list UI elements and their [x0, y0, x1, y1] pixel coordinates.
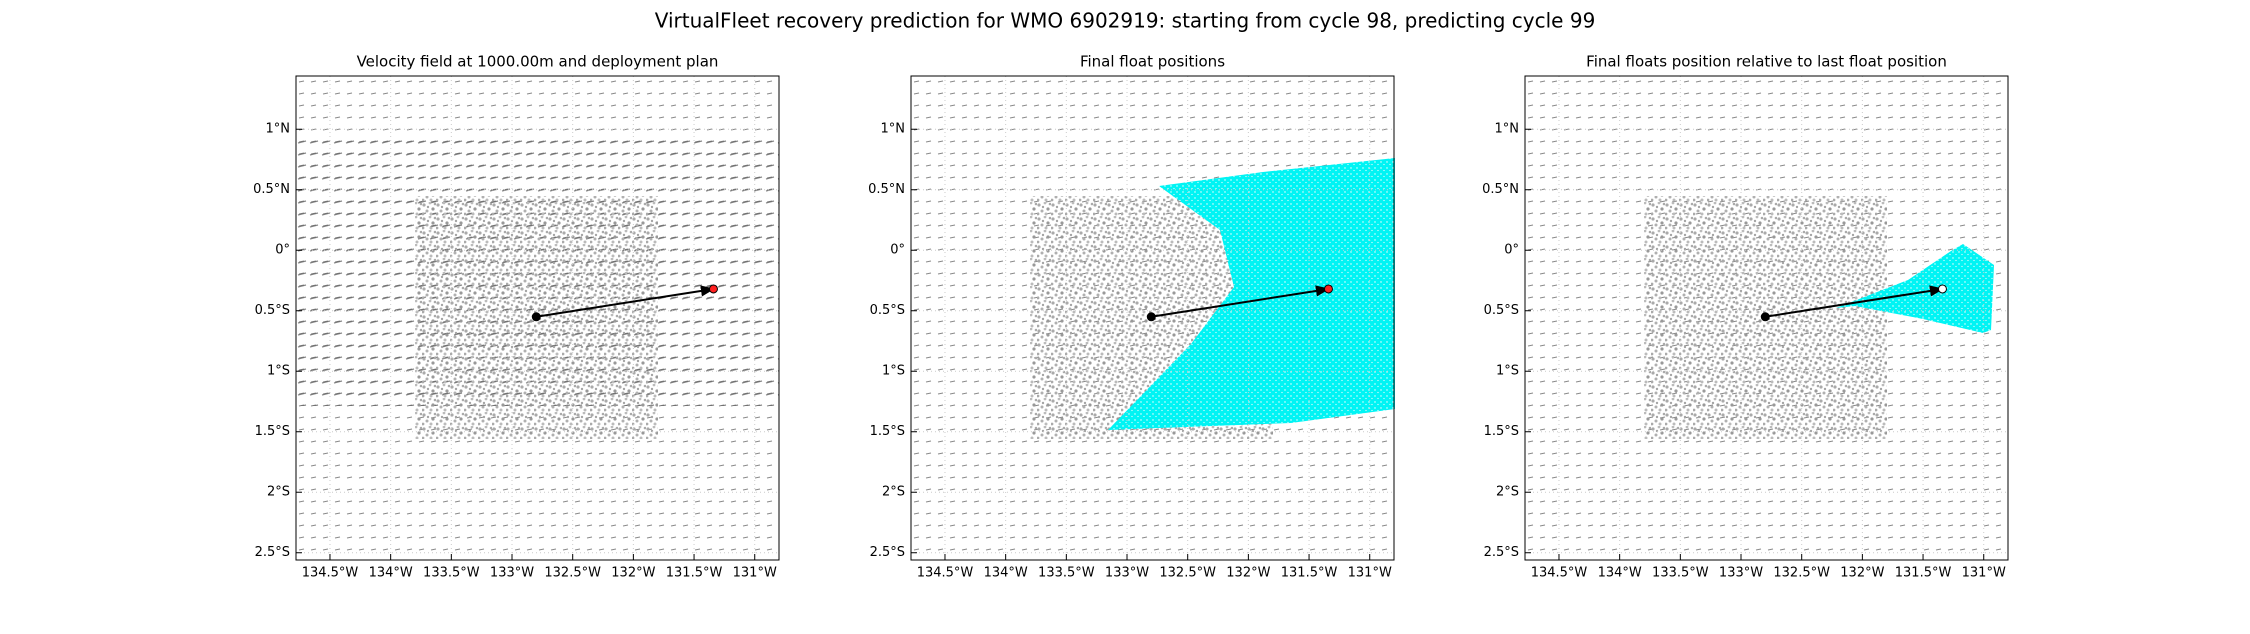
x-tick-label: 131°W — [733, 566, 777, 581]
axes-frame — [295, 75, 780, 561]
panel: Final float positions 134.5°W 134°W 133.5°W… — [868, 53, 1395, 581]
y-tick-label: 0° — [1504, 243, 1519, 258]
y-tick-label: 0° — [275, 243, 290, 258]
y-tick-label: 2°S — [882, 485, 905, 500]
float-position — [1937, 284, 1947, 294]
x-tick-label: 132.5°W — [1773, 566, 1830, 581]
y-tick-label: 0° — [890, 243, 905, 258]
x-tick-label: 131.5°W — [666, 566, 723, 581]
y-tick-label: 0.5°S — [870, 303, 905, 318]
y-tick-label: 0.5°N — [253, 182, 290, 197]
x-tick-label: 134°W — [1598, 566, 1642, 581]
y-tick-label: 1°S — [1496, 364, 1519, 379]
y-tick-label: 1°N — [881, 122, 906, 137]
panel-title: Velocity field at 1000.00m and deploymen… — [357, 53, 719, 71]
y-tick-label: 1°N — [266, 122, 291, 137]
axes-frame — [1524, 75, 2009, 561]
y-tick-label: 1.5°S — [870, 424, 905, 439]
x-tick-label: 131°W — [1348, 566, 1392, 581]
trajectory-arrow — [1151, 285, 1330, 318]
x-tick-label: 131.5°W — [1895, 566, 1952, 581]
y-tick-label: 1.5°S — [255, 424, 290, 439]
final-positions — [1108, 158, 1395, 430]
x-tick-label: 131.5°W — [1281, 566, 1338, 581]
float-position — [1760, 312, 1770, 322]
x-tick-label: 131°W — [1962, 566, 2006, 581]
x-tick-label: 133.5°W — [423, 566, 480, 581]
x-tick-label: 134.5°W — [302, 566, 359, 581]
x-tick-label: 133°W — [490, 566, 534, 581]
axes-frame — [910, 75, 1395, 561]
x-tick-label: 133.5°W — [1652, 566, 1709, 581]
x-tick-label: 132°W — [1840, 566, 1884, 581]
y-tick-label: 2°S — [267, 485, 290, 500]
panel-title: Final floats position relative to last f… — [1586, 53, 1947, 71]
float-position — [1146, 312, 1156, 322]
y-tick-label: 1°N — [1495, 122, 1520, 137]
y-tick-label: 2°S — [1496, 485, 1519, 500]
y-tick-label: 0.5°N — [1482, 182, 1519, 197]
y-tick-label: 2.5°S — [1484, 545, 1519, 560]
trajectory-arrow — [536, 285, 715, 318]
float-position — [531, 312, 541, 322]
y-tick-label: 1°S — [882, 364, 905, 379]
x-tick-label: 132°W — [611, 566, 655, 581]
final-positions — [1836, 244, 1994, 333]
y-tick-label: 1°S — [267, 364, 290, 379]
x-tick-label: 133°W — [1719, 566, 1763, 581]
float-position — [1323, 284, 1333, 294]
y-tick-label: 2.5°S — [870, 545, 905, 560]
x-tick-label: 133°W — [1105, 566, 1149, 581]
y-tick-label: 0.5°N — [868, 182, 905, 197]
panel: Final floats position relative to last f… — [1482, 53, 2009, 581]
x-tick-label: 134.5°W — [1531, 566, 1588, 581]
panel-title: Final float positions — [1080, 53, 1225, 71]
y-tick-label: 2.5°S — [255, 545, 290, 560]
y-tick-label: 1.5°S — [1484, 424, 1519, 439]
x-tick-label: 132.5°W — [1159, 566, 1216, 581]
figure-title: VirtualFleet recovery prediction for WMO… — [655, 9, 1596, 33]
x-tick-label: 134°W — [369, 566, 413, 581]
x-tick-label: 132.5°W — [544, 566, 601, 581]
float-position — [708, 284, 718, 294]
x-tick-label: 134.5°W — [917, 566, 974, 581]
y-tick-label: 0.5°S — [1484, 303, 1519, 318]
y-tick-label: 0.5°S — [255, 303, 290, 318]
panel: Velocity field at 1000.00m and deploymen… — [253, 53, 780, 581]
x-tick-label: 132°W — [1226, 566, 1270, 581]
x-tick-label: 134°W — [984, 566, 1028, 581]
x-tick-label: 133.5°W — [1038, 566, 1095, 581]
trajectory-arrow — [1765, 285, 1944, 318]
